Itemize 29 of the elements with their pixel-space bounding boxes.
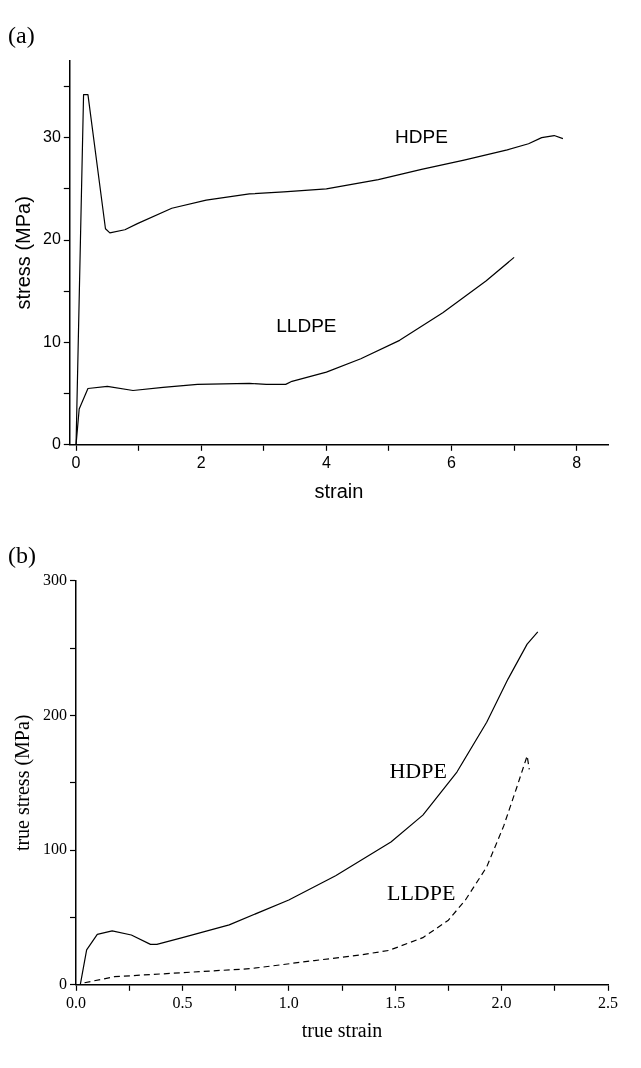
- y-tick-label: 100: [43, 840, 67, 858]
- y-axis-title: stress (MPa): [11, 196, 34, 310]
- x-tick-label: 1.5: [385, 993, 406, 1011]
- x-tick-label: 2: [196, 453, 206, 471]
- x-tick-label: 4: [321, 453, 331, 471]
- x-tick-label: 2.5: [598, 993, 618, 1011]
- y-tick-label: 20: [43, 230, 61, 248]
- x-tick-label: 8: [572, 453, 582, 471]
- x-tick-label: 0.0: [66, 993, 86, 1011]
- y-tick-label: 0: [51, 435, 61, 453]
- y-tick-label: 0: [59, 975, 67, 992]
- y-axis-title: true stress (MPa): [11, 714, 35, 852]
- chart-title: (b): [8, 541, 36, 568]
- series-label: HDPE: [389, 757, 447, 783]
- x-axis-title: strain: [314, 479, 364, 502]
- series-label: LLDPE: [386, 879, 456, 905]
- series-label: HDPE: [395, 125, 448, 147]
- chart-title: (a): [8, 21, 35, 48]
- x-tick-label: 2.0: [491, 993, 512, 1011]
- x-tick-label: 1.0: [278, 993, 299, 1011]
- x-tick-label: 0.5: [172, 993, 193, 1011]
- x-tick-label: 6: [447, 453, 457, 471]
- y-tick-label: 300: [43, 571, 67, 588]
- y-tick-label: 30: [43, 128, 61, 146]
- y-tick-label: 200: [43, 705, 67, 723]
- y-tick-label: 10: [43, 332, 61, 350]
- x-tick-label: 0: [71, 453, 81, 471]
- x-axis-title: true strain: [301, 1019, 383, 1042]
- series-label: LLDPE: [276, 315, 337, 337]
